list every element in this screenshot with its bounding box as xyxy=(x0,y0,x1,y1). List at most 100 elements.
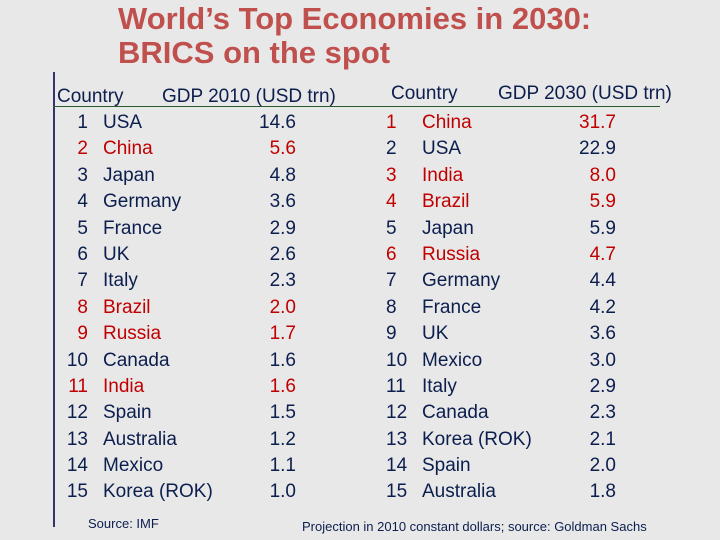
left-gdp-cell: 4.8 xyxy=(269,164,296,186)
right-country-cell: Korea (ROK) xyxy=(422,428,532,450)
left-country-cell: Australia xyxy=(103,428,177,450)
left-gdp-cell: 1.5 xyxy=(269,402,296,424)
right-gdp-cell: 31.7 xyxy=(579,112,616,133)
left-country-cell: Russia xyxy=(103,323,162,345)
left-header-country: Country xyxy=(57,86,124,107)
right-country-cell: Brazil xyxy=(422,191,470,213)
right-rank-column: 1 2 3 4 5 6 7 8 9 10 11 12 13 14 15 xyxy=(386,110,407,506)
left-rank-cell: 9 xyxy=(77,323,88,345)
left-country-cell: Mexico xyxy=(103,455,164,477)
right-gdp-column: 31.7 22.9 8.0 5.9 5.9 4.7 4.4 4.2 3.6 3.0 2.9 2.3 2.… xyxy=(550,110,616,506)
right-country-cell: Germany xyxy=(422,270,501,292)
right-gdp-cell: 1.8 xyxy=(589,481,616,503)
header-underline xyxy=(53,106,660,107)
right-gdp-cell: 2.0 xyxy=(589,455,616,477)
right-gdp-cell: 4.7 xyxy=(589,243,616,265)
right-country-column: China USA India Brazil Japan Russia Germany Fra… xyxy=(422,110,532,506)
right-rank-cell: 6 xyxy=(386,243,397,265)
right-country-cell: USA xyxy=(422,138,462,160)
left-gdp-cell: 1.7 xyxy=(269,323,296,345)
left-gdp-cell: 1.2 xyxy=(269,428,296,450)
left-country-cell: Spain xyxy=(103,402,152,424)
left-rank-cell: 1 xyxy=(77,112,88,133)
left-gdp-cell: 5.6 xyxy=(269,138,296,160)
left-rank-cell: 11 xyxy=(68,375,88,397)
left-country-cell: Korea (ROK) xyxy=(103,481,213,503)
right-gdp-cell: 22.9 xyxy=(579,138,616,160)
left-country-column: USA China Japan Germany France UK Italy Brazil R… xyxy=(103,110,213,506)
left-country-cell: Italy xyxy=(103,270,138,292)
left-header-gdp: GDP 2010 (USD trn) xyxy=(162,86,336,107)
left-gdp-cell: 1.1 xyxy=(269,455,296,477)
left-gdp-cell: 1.6 xyxy=(269,375,296,397)
left-country-cell: Germany xyxy=(103,191,182,213)
right-gdp-cell: 2.1 xyxy=(589,428,616,450)
right-gdp-cell: 5.9 xyxy=(589,191,616,213)
left-country-cell: France xyxy=(103,217,163,239)
left-gdp-cell: 3.6 xyxy=(269,191,296,213)
left-gdp-cell: 2.9 xyxy=(269,217,296,239)
right-rank-cell: 10 xyxy=(386,349,408,371)
right-rank-cell: 5 xyxy=(386,217,397,239)
right-country-cell: Spain xyxy=(422,455,471,477)
right-source-note: Projection in 2010 constant dollars; sou… xyxy=(302,519,647,534)
left-rank-cell: 5 xyxy=(77,217,88,239)
right-header-country: Country xyxy=(391,83,458,104)
left-gdp-cell: 2.6 xyxy=(269,243,296,265)
right-country-cell: Mexico xyxy=(422,349,483,371)
right-gdp-cell: 5.9 xyxy=(589,217,616,239)
right-country-cell: Japan xyxy=(422,217,474,239)
left-rank-cell: 2 xyxy=(77,138,88,160)
left-rank-cell: 7 xyxy=(77,270,88,292)
right-gdp-cell: 4.4 xyxy=(589,270,616,292)
right-header-gdp: GDP 2030 (USD trn) xyxy=(498,83,672,104)
right-rank-cell: 11 xyxy=(386,375,406,397)
right-country-cell: Australia xyxy=(422,481,496,503)
right-country-cell: India xyxy=(422,164,464,186)
left-country-cell: India xyxy=(103,375,145,397)
right-country-cell: Italy xyxy=(422,375,457,397)
left-country-cell: USA xyxy=(103,112,143,133)
left-rank-cell: 13 xyxy=(66,428,88,450)
right-gdp-cell: 2.3 xyxy=(589,402,616,424)
left-border-line xyxy=(53,72,55,527)
left-country-cell: Brazil xyxy=(103,296,151,318)
left-rank-cell: 12 xyxy=(66,402,88,424)
right-country-cell: France xyxy=(422,296,482,318)
left-gdp-cell: 1.6 xyxy=(269,349,296,371)
right-country-cell: Canada xyxy=(422,402,489,424)
right-rank-cell: 1 xyxy=(386,112,397,133)
right-gdp-cell: 2.9 xyxy=(589,375,616,397)
left-gdp-cell: 2.0 xyxy=(269,296,296,318)
left-rank-cell: 6 xyxy=(77,243,88,265)
right-rank-cell: 3 xyxy=(386,164,397,186)
right-rank-cell: 12 xyxy=(386,402,408,424)
left-gdp-column: 14.6 5.6 4.8 3.6 2.9 2.6 2.3 2.0 1.7 1.6 1.6 1.5 1.2… xyxy=(230,110,296,506)
right-rank-cell: 15 xyxy=(386,481,408,503)
right-gdp-cell: 3.6 xyxy=(589,323,616,345)
right-rank-cell: 9 xyxy=(386,323,397,345)
right-country-cell: China xyxy=(422,112,472,133)
right-rank-cell: 8 xyxy=(386,296,397,318)
left-rank-cell: 4 xyxy=(77,191,88,213)
left-source-note: Source: IMF xyxy=(88,516,159,531)
left-rank-column: 1 2 3 4 5 6 7 8 9 10 11 12 13 14 15 xyxy=(50,110,88,506)
right-rank-cell: 2 xyxy=(386,138,397,160)
right-rank-cell: 14 xyxy=(386,455,408,477)
right-rank-cell: 13 xyxy=(386,428,408,450)
left-country-cell: UK xyxy=(103,243,130,265)
left-rank-cell: 14 xyxy=(66,455,88,477)
left-gdp-cell: 2.3 xyxy=(269,270,296,292)
left-country-cell: China xyxy=(103,138,153,160)
left-country-cell: Japan xyxy=(103,164,155,186)
left-rank-cell: 10 xyxy=(66,349,88,371)
right-gdp-cell: 4.2 xyxy=(589,296,616,318)
right-gdp-cell: 3.0 xyxy=(589,349,616,371)
left-gdp-cell: 1.0 xyxy=(269,481,296,503)
page-title: World’s Top Economies in 2030: BRICS on … xyxy=(118,1,592,70)
left-gdp-cell: 14.6 xyxy=(259,112,296,133)
left-rank-cell: 3 xyxy=(77,164,88,186)
right-rank-cell: 4 xyxy=(386,191,397,213)
right-country-cell: UK xyxy=(422,323,449,345)
left-rank-cell: 15 xyxy=(66,481,88,503)
